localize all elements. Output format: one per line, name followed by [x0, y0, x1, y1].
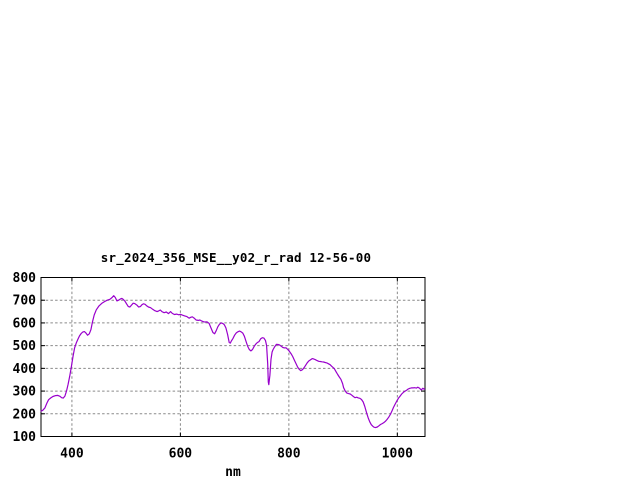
x-tick-label: 1000 — [382, 447, 413, 462]
spectrum-line — [40, 295, 426, 429]
y-tick-label: 800 — [13, 271, 37, 286]
y-tick-label: 300 — [13, 385, 37, 400]
plot-border — [40, 277, 426, 437]
y-tick-label: 500 — [13, 339, 37, 354]
x-axis-label: nm — [225, 465, 241, 480]
y-tick-labels: 100 200 300 400 500 600 700 800 — [13, 271, 37, 445]
tick-marks — [41, 277, 425, 437]
grid-lines — [41, 277, 425, 437]
x-tick-label: 800 — [277, 447, 301, 462]
y-tick-label: 400 — [13, 362, 37, 377]
y-tick-label: 100 — [13, 430, 37, 445]
y-tick-label: 600 — [13, 316, 37, 331]
y-tick-label: 700 — [13, 294, 37, 309]
x-tick-labels: 400 600 800 1000 — [60, 447, 413, 462]
y-tick-label: 200 — [13, 407, 37, 422]
x-tick-label: 400 — [60, 447, 84, 462]
x-tick-label: 600 — [169, 447, 193, 462]
chart-title: sr_2024_356_MSE__y02_r_rad 12-56-00 — [101, 250, 371, 266]
